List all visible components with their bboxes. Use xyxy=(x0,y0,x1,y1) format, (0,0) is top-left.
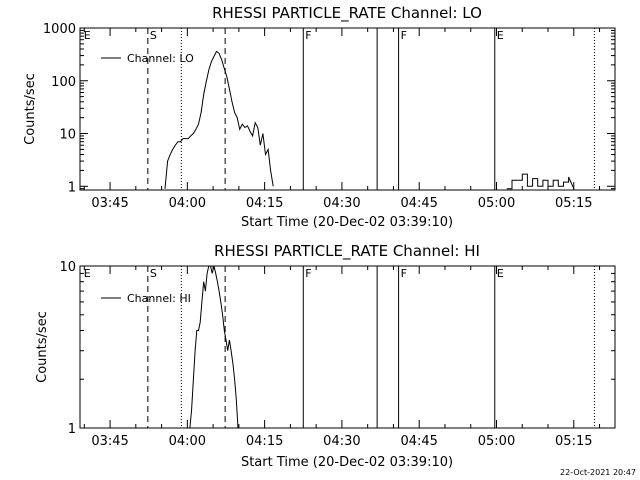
generation-timestamp: 22-Oct-2021 20:47 xyxy=(560,468,636,477)
event-marker-label: F xyxy=(305,267,311,280)
x-tick-label: 03:45 xyxy=(91,196,128,211)
y-tick-label: 10 xyxy=(59,128,76,143)
x-tick-label: 03:45 xyxy=(91,434,128,449)
x-tick-label: 04:00 xyxy=(169,196,206,211)
y-tick-label: 1 xyxy=(68,422,76,437)
x-tick-label: 05:00 xyxy=(478,434,515,449)
y-tick-label: 1 xyxy=(68,180,76,195)
x-tick-label: 05:15 xyxy=(555,434,592,449)
event-marker-label: E xyxy=(497,29,504,42)
x-axis-label: Start Time (20-Dec-02 03:39:10) xyxy=(241,215,453,230)
event-marker-label: E xyxy=(84,267,91,280)
series-line xyxy=(164,50,274,189)
event-marker-label: S xyxy=(150,29,157,42)
event-marker-label: E xyxy=(84,29,91,42)
y-tick-label: 1000 xyxy=(43,22,76,37)
series-line xyxy=(189,265,239,429)
series-line xyxy=(506,173,575,190)
y-axis-label: Counts/sec xyxy=(23,73,38,145)
panel-channel-hi: RHESSI PARTICLE_RATE Channel: HI Start T… xyxy=(35,242,616,470)
event-marker-label: S xyxy=(150,267,157,280)
x-tick-label: 04:45 xyxy=(400,434,437,449)
x-tick-label: 05:00 xyxy=(478,196,515,211)
plot-frame xyxy=(79,265,616,429)
x-tick-label: 04:15 xyxy=(246,196,283,211)
y-axis-label: Counts/sec xyxy=(35,311,50,383)
chart-title: RHESSI PARTICLE_RATE Channel: HI xyxy=(214,242,480,261)
panel-channel-lo: RHESSI PARTICLE_RATE Channel: LO Start T… xyxy=(23,4,616,230)
x-tick-label: 04:45 xyxy=(400,196,437,211)
y-tick-label: 10 xyxy=(59,260,76,275)
event-marker-label: E xyxy=(497,267,504,280)
x-tick-label: 05:15 xyxy=(555,196,592,211)
plot-frame xyxy=(79,27,616,191)
x-tick-label: 04:30 xyxy=(323,196,360,211)
x-tick-label: 04:00 xyxy=(169,434,206,449)
event-marker-label: F xyxy=(401,267,407,280)
x-tick-label: 04:30 xyxy=(323,434,360,449)
y-tick-label: 100 xyxy=(51,75,76,90)
x-tick-label: 04:15 xyxy=(246,434,283,449)
legend-entry: Channel: HI xyxy=(127,292,191,305)
chart-title: RHESSI PARTICLE_RATE Channel: LO xyxy=(212,4,482,23)
event-marker-label: F xyxy=(401,29,407,42)
legend-entry: Channel: LO xyxy=(127,52,194,65)
x-axis-label: Start Time (20-Dec-02 03:39:10) xyxy=(241,455,453,470)
event-marker-label: F xyxy=(305,29,311,42)
